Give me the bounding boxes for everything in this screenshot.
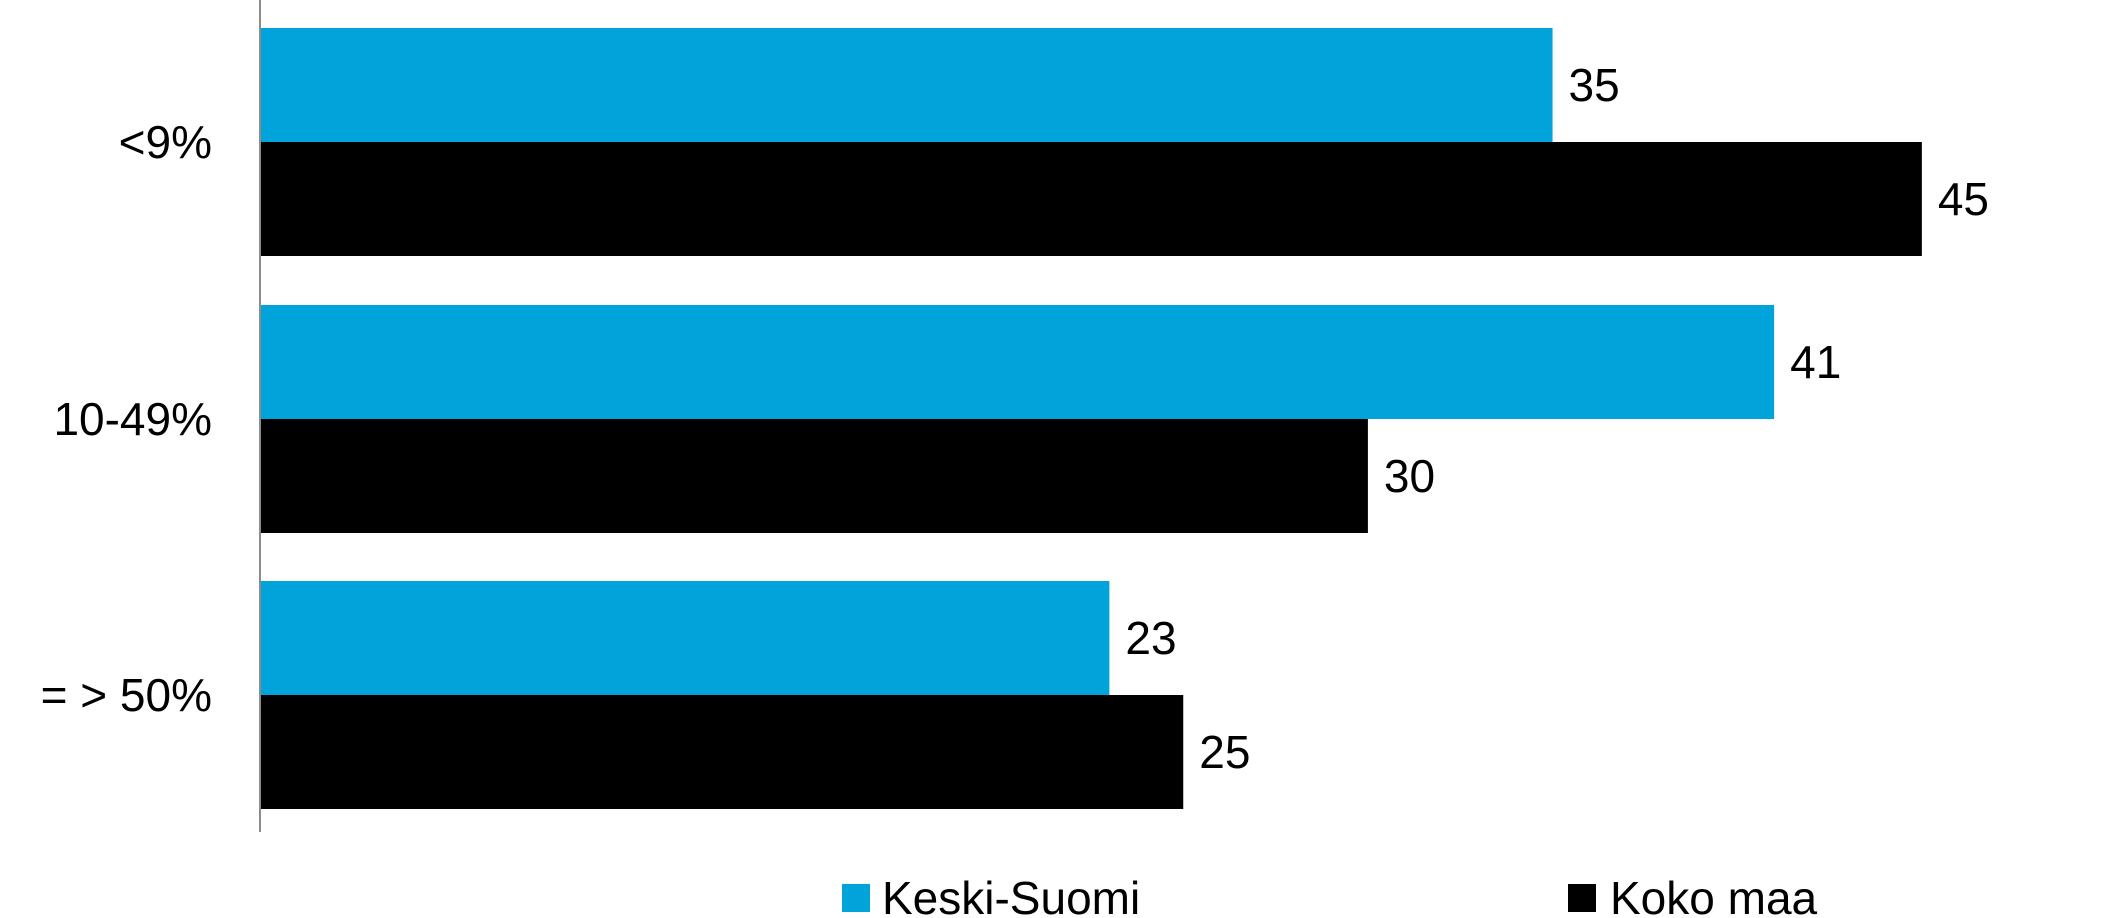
bar-keski-suomi xyxy=(260,28,1553,142)
legend-swatch-koko-maa xyxy=(1568,884,1596,912)
legend-label: Keski-Suomi xyxy=(882,872,1140,918)
bar-keski-suomi xyxy=(260,581,1110,695)
data-label: 23 xyxy=(1125,612,1176,664)
category-label: = > 50% xyxy=(41,669,212,721)
data-label: 35 xyxy=(1569,59,1620,111)
bar-keski-suomi xyxy=(260,305,1775,419)
data-label: 41 xyxy=(1790,336,1841,388)
bar-koko-maa xyxy=(260,695,1184,809)
category-label: <9% xyxy=(119,116,212,168)
legend-label: Koko maa xyxy=(1610,872,1818,918)
legend: Keski-Suomi Koko maa xyxy=(842,872,1818,918)
category-labels-layer: <9% 10-49% = > 50% xyxy=(41,116,212,721)
legend-swatch-keski-suomi xyxy=(842,884,870,912)
bars-layer xyxy=(260,28,1922,809)
bar-koko-maa xyxy=(260,419,1368,533)
data-label: 45 xyxy=(1938,173,1989,225)
bar-koko-maa xyxy=(260,142,1922,256)
data-label: 25 xyxy=(1199,726,1250,778)
data-label: 30 xyxy=(1384,450,1435,502)
data-labels-layer: 35 45 41 30 23 25 xyxy=(1125,59,1989,778)
category-label: 10-49% xyxy=(53,393,212,445)
